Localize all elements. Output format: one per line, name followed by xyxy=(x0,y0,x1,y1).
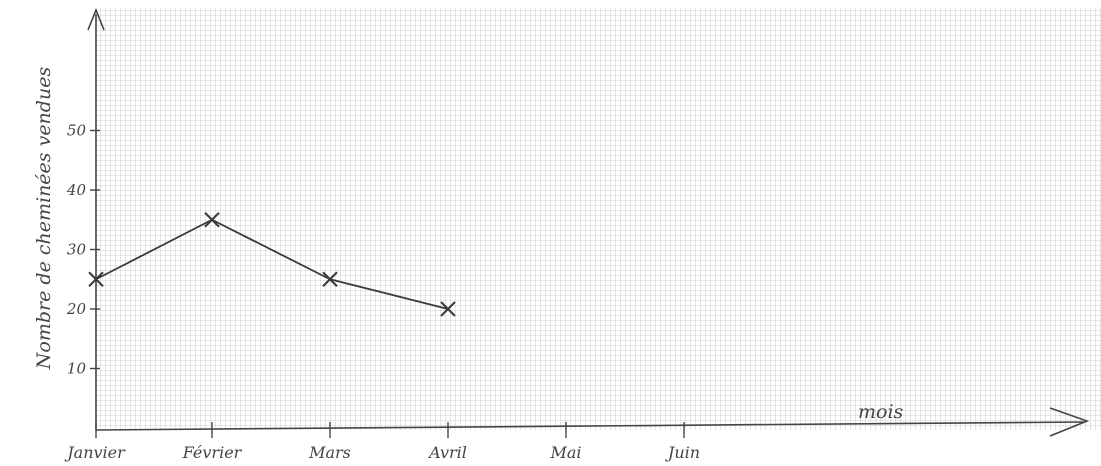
y-ticks: 10 20 30 40 50 xyxy=(66,122,100,378)
data-markers xyxy=(88,212,456,317)
x-tick-label-mai: Mai xyxy=(549,443,581,462)
marker-mars xyxy=(322,271,338,287)
x-tick-label-mars: Mars xyxy=(308,443,351,462)
graph-paper-grid xyxy=(96,8,1101,430)
y-axis-arrow xyxy=(87,7,105,31)
x-axis-arrow xyxy=(1049,407,1090,437)
axes xyxy=(87,7,1090,437)
y-tick-label-40: 40 xyxy=(66,181,87,199)
y-tick-label-10: 10 xyxy=(67,360,87,378)
x-tick-label-avril: Avril xyxy=(427,443,467,462)
series-line xyxy=(95,218,449,310)
marker-janvier xyxy=(88,271,104,287)
x-axis-line xyxy=(95,421,1086,431)
y-axis-title: Nombre de cheminées vendues xyxy=(33,67,55,371)
marker-stroke-b xyxy=(204,212,220,228)
marker-avril xyxy=(440,301,456,317)
y-tick-label-30: 30 xyxy=(67,241,87,259)
marker-stroke-b xyxy=(88,271,104,287)
marker-stroke-b xyxy=(440,301,456,317)
x-axis-title: mois xyxy=(858,401,904,423)
series-polyline xyxy=(95,218,449,310)
marker-stroke-b xyxy=(322,271,338,287)
y-tick-label-20: 20 xyxy=(66,300,87,318)
y-tick-label-50: 50 xyxy=(67,122,87,140)
x-ticks: Janvier Février Mars Avril Mai Juin xyxy=(64,422,700,462)
x-tick-label-janvier: Janvier xyxy=(64,443,126,462)
x-tick-label-juin: Juin xyxy=(665,443,700,462)
marker-février xyxy=(204,212,220,228)
x-tick-label-février: Février xyxy=(182,443,243,462)
